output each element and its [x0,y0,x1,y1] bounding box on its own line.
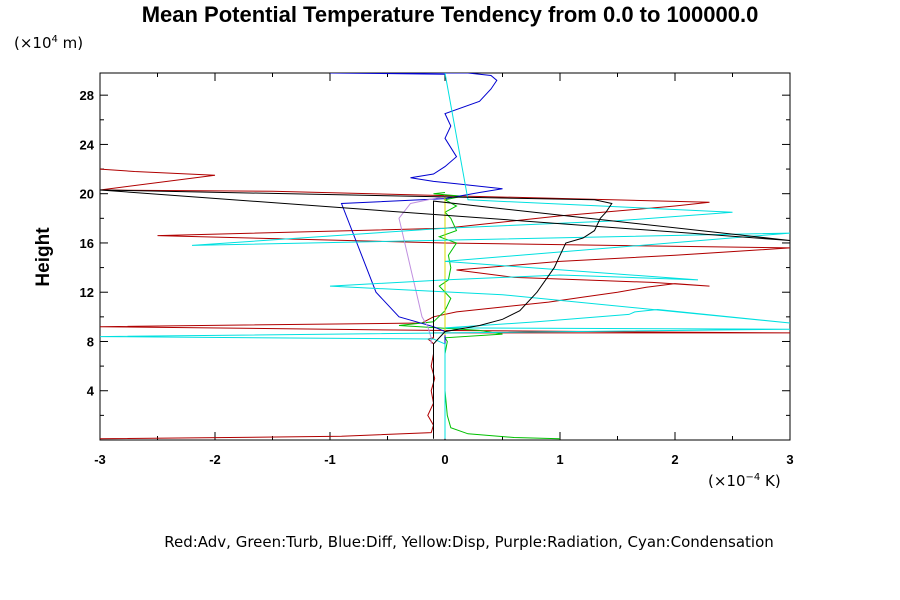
legend-caption: Red:Adv, Green:Turb, Blue:Diff, Yellow:D… [164,533,774,551]
series-line-condensation [100,73,790,439]
x-tick-label: 2 [671,452,678,467]
x-mult-base: (×10 [708,472,746,490]
y-tick-label: 24 [80,137,95,152]
series-line-total [100,189,790,439]
x-tick-label: 3 [786,452,793,467]
x-tick-label: -1 [324,452,336,467]
x-tick-label: -2 [209,452,221,467]
x-axis-multiplier: (×10−4 K) [708,472,781,490]
y-mult-exponent: 4 [51,34,58,45]
y-tick-label: 12 [80,285,94,300]
y-tick-label: 8 [87,334,94,349]
series-line-turb [398,192,561,440]
series-line-adv [100,168,790,440]
x-tick-label: 0 [441,452,448,467]
y-mult-base: (×10 [14,34,52,52]
y-axis-label: Height [33,227,54,287]
x-mult-unit: K) [760,472,781,490]
x-tick-label: 1 [556,452,563,467]
x-tick-label: -3 [94,452,106,467]
x-mult-exponent: −4 [745,472,761,483]
y-mult-unit: m) [57,34,84,52]
y-tick-label: 28 [80,88,94,103]
series-line-radiation [398,195,446,344]
y-tick-label: 4 [87,384,95,399]
chart-title: Mean Potential Temperature Tendency from… [141,2,759,27]
y-axis-multiplier: (×104 m) [14,34,83,52]
y-tick-label: 20 [80,187,94,202]
series-line-diff [329,73,503,439]
y-tick-label: 16 [80,236,94,251]
